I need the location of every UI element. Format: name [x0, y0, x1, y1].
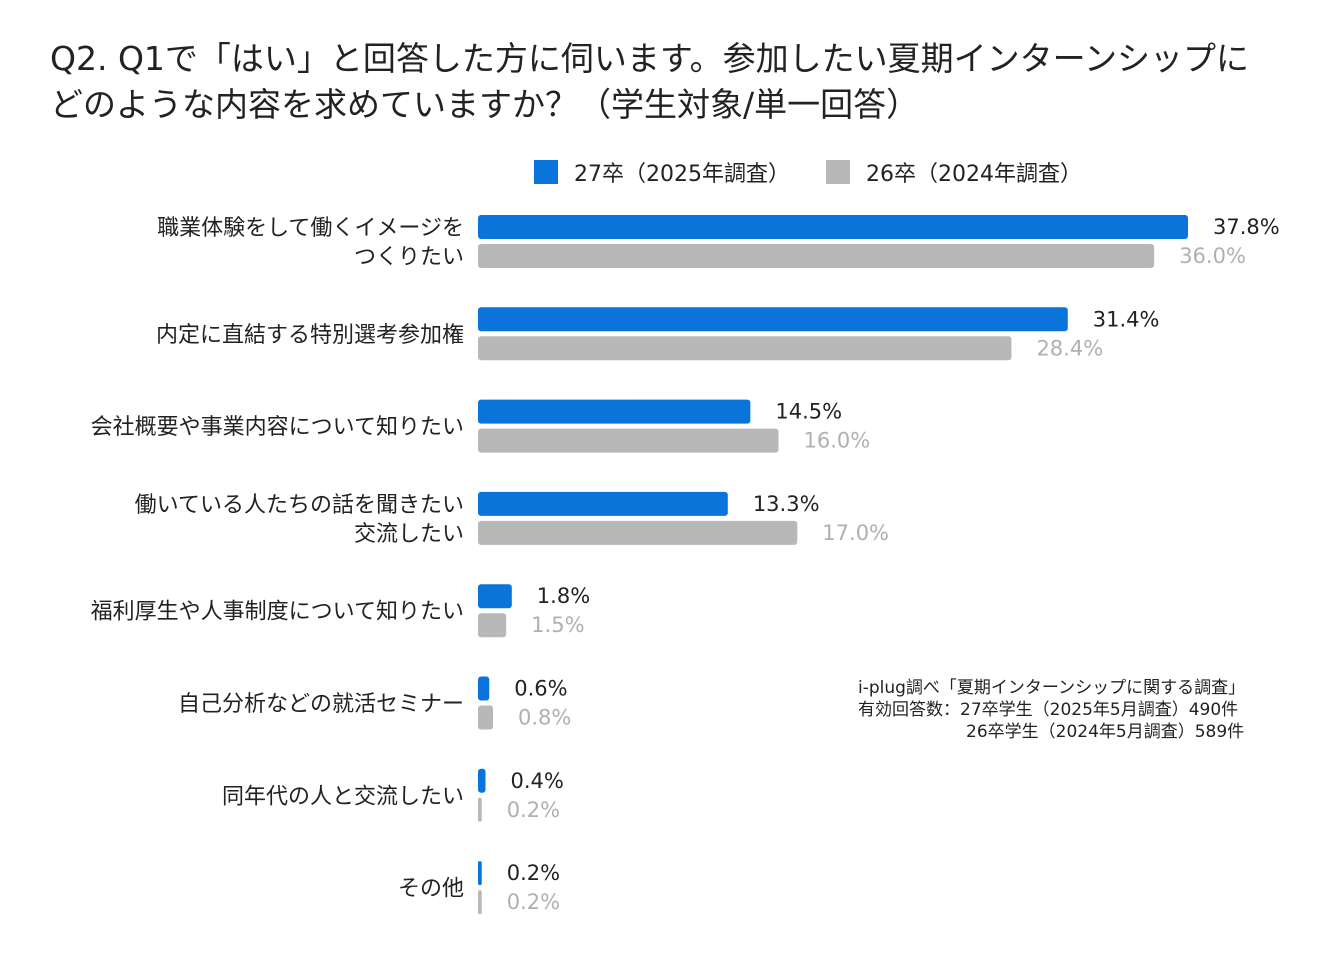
- bar-2024: [478, 520, 798, 545]
- value-label-2025: 0.4%: [511, 769, 564, 793]
- category-label-line: 福利厚生や人事制度について知りたい: [91, 600, 464, 625]
- legend-label-2025: 27卒（2025年調査）: [574, 162, 790, 187]
- category-label: 自己分析などの就活セミナー: [178, 692, 464, 717]
- chart-title: Q2. Q1で「はい」と回答した方に伺います。参加したい夏期インターンシップに …: [50, 36, 1300, 128]
- legend-swatch-2024: [825, 160, 850, 184]
- value-label-2024: 0.2%: [507, 798, 560, 822]
- bar-2024: [478, 890, 482, 915]
- bar-2024: [478, 797, 482, 822]
- category-label-line: 職業体験をして働くイメージを: [157, 216, 464, 241]
- bar-2025: [478, 768, 486, 793]
- source-note-line-3: 26卒学生（2024年5月調査）589件: [966, 722, 1245, 742]
- bar-2025: [478, 584, 512, 609]
- bar-2024: [478, 244, 1155, 268]
- category-label: 内定に直結する特別選考参加権: [156, 323, 464, 348]
- value-label-2025: 0.6%: [514, 677, 567, 701]
- source-note: i-plug調べ「夏期インターンシップに関する調査」 有効回答数：27卒学生（2…: [858, 677, 1245, 743]
- value-label-2024: 36.0%: [1179, 244, 1246, 268]
- bar-2025: [478, 399, 751, 424]
- legend-item-2025: 27卒（2025年調査）: [534, 156, 790, 188]
- category-label-line: つくりたい: [354, 245, 464, 270]
- value-label-2024: 28.4%: [1036, 336, 1103, 360]
- bar-2025: [478, 215, 1188, 239]
- bar-2025: [478, 491, 728, 516]
- category-label-line: 内定に直結する特別選考参加権: [156, 323, 464, 348]
- category-label: 同年代の人と交流したい: [222, 784, 464, 809]
- value-label-2025: 14.5%: [775, 400, 842, 424]
- value-label-2025: 1.8%: [537, 584, 590, 608]
- category-label: 会社概要や事業内容について知りたい: [91, 415, 464, 440]
- bar-2024: [478, 613, 507, 638]
- category-label-line: 働いている人たちの話を聞きたい: [135, 493, 464, 518]
- category-label-line: 交流したい: [354, 522, 464, 547]
- bar-2024: [478, 336, 1012, 361]
- value-label-2024: 0.2%: [507, 890, 560, 914]
- bar-2025: [478, 861, 482, 886]
- bar-2024: [478, 428, 779, 453]
- category-label: 職業体験をして働くイメージをつくりたい: [157, 216, 464, 270]
- chart-title-line-2: どのような内容を求めていますか？（学生対象/単一回答）: [50, 85, 920, 124]
- value-label-2024: 0.8%: [518, 706, 571, 730]
- value-label-2025: 13.3%: [753, 492, 820, 516]
- value-label-2025: 31.4%: [1093, 307, 1160, 331]
- legend: 27卒（2025年調査） 26卒（2024年調査）: [534, 156, 1118, 188]
- category-label: 働いている人たちの話を聞きたい交流したい: [135, 493, 464, 547]
- bar-2024: [478, 705, 494, 730]
- category-label-line: その他: [398, 877, 464, 902]
- value-label-2024: 16.0%: [804, 429, 871, 453]
- category-label-line: 会社概要や事業内容について知りたい: [91, 415, 464, 440]
- legend-swatch-2025: [534, 160, 558, 184]
- category-label-line: 自己分析などの就活セミナー: [178, 692, 464, 717]
- legend-label-2024: 26卒（2024年調査）: [865, 162, 1082, 187]
- source-note-line-2: 有効回答数：27卒学生（2025年5月調査）490件: [858, 700, 1239, 720]
- legend-item-2024: 26卒（2024年調査）: [825, 156, 1082, 188]
- category-label: 福利厚生や人事制度について知りたい: [91, 600, 464, 625]
- source-note-line-1: i-plug調べ「夏期インターンシップに関する調査」: [858, 678, 1246, 698]
- value-label-2024: 1.5%: [531, 613, 584, 637]
- value-label-2025: 0.2%: [507, 861, 560, 885]
- chart-title-line-1: Q2. Q1で「はい」と回答した方に伺います。参加したい夏期インターンシップに: [50, 39, 1249, 78]
- value-label-2025: 37.8%: [1213, 215, 1280, 239]
- bar-2025: [478, 307, 1068, 332]
- value-label-2024: 17.0%: [822, 521, 889, 545]
- category-label-line: 同年代の人と交流したい: [222, 784, 464, 809]
- category-label: その他: [398, 877, 464, 902]
- bar-2025: [478, 676, 490, 701]
